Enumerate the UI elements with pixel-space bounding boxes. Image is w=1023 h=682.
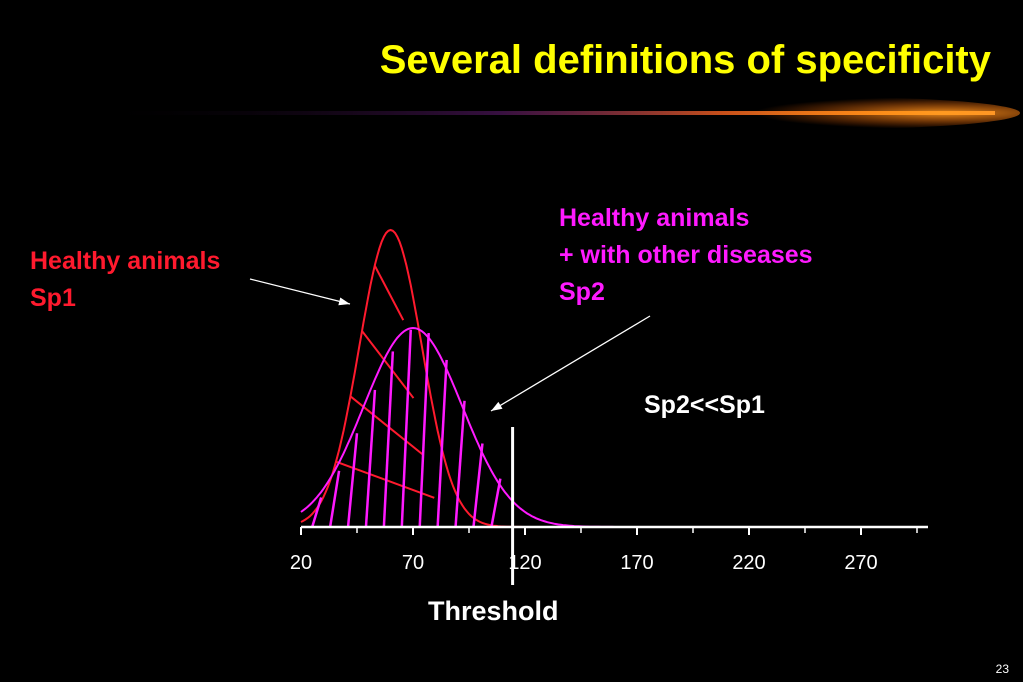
sp2-hatch xyxy=(400,329,413,528)
other-label-line-1: Healthy animals xyxy=(559,204,750,232)
sp2-arrow-head xyxy=(491,401,503,411)
slide-title: Several definitions of specificity xyxy=(379,38,991,82)
comparison-text: Sp2<<Sp1 xyxy=(644,391,765,419)
sp2-hatch xyxy=(436,359,448,528)
sp2-hatch xyxy=(311,497,323,528)
x-tick-label: 20 xyxy=(289,552,313,574)
sp2-hatch xyxy=(454,400,466,528)
threshold-label: Threshold xyxy=(428,596,559,626)
sp2-hatch xyxy=(490,478,502,528)
other-diseases-label: Healthy animals + with other diseases Sp… xyxy=(559,200,813,311)
sp2-hatch xyxy=(418,333,430,528)
x-tick-label: 270 xyxy=(844,552,878,574)
sp2-hatch xyxy=(364,389,377,528)
sp2-label: Sp2 xyxy=(559,278,605,306)
sp1-arrow xyxy=(249,278,351,305)
sp1-arrow-head xyxy=(338,297,350,306)
sp1-label: Sp1 xyxy=(30,284,76,312)
x-tick-label: 170 xyxy=(620,552,654,574)
sp2-hatch xyxy=(382,351,395,528)
sp1-hatch xyxy=(373,265,405,321)
sp1-hatch xyxy=(361,330,415,399)
sp2-hatch xyxy=(328,470,341,528)
sp2-hatch xyxy=(346,433,359,528)
sp2-arrow xyxy=(490,315,651,412)
x-tick-label: 220 xyxy=(732,552,766,574)
healthy-animals-label: Healthy animals Sp1 xyxy=(30,243,220,317)
title-underline-bar xyxy=(90,97,1020,129)
healthy-label-line: Healthy animals xyxy=(30,247,221,275)
other-label-line-2: + with other diseases xyxy=(559,241,813,269)
sp1-hatch xyxy=(349,395,424,456)
sp2-hatch xyxy=(472,443,484,528)
x-tick-label: 70 xyxy=(401,552,425,574)
page-number: 23 xyxy=(995,662,1009,676)
x-tick-label: 120 xyxy=(508,552,542,574)
